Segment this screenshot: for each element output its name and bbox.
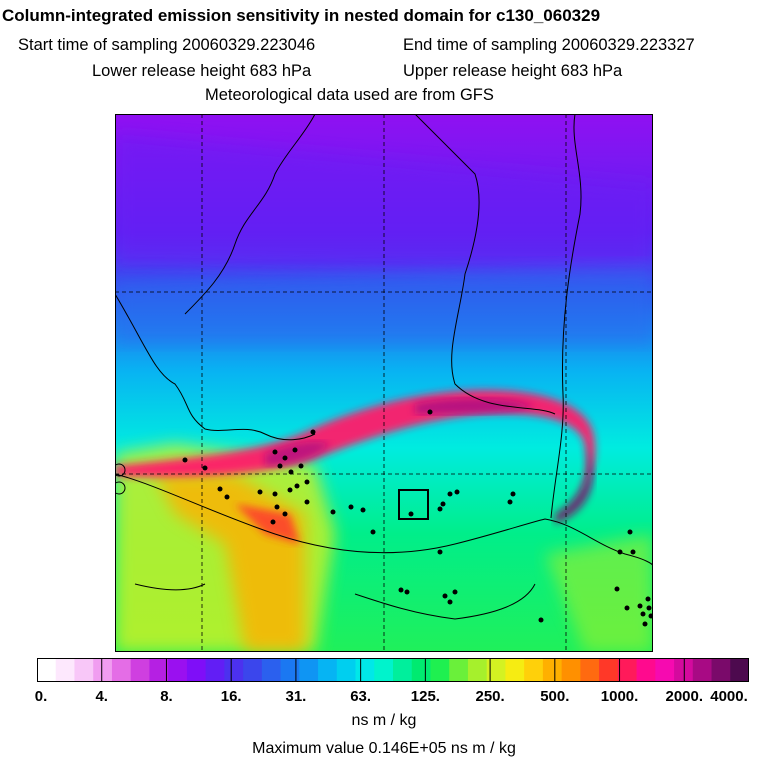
colorbar-label: 31. <box>285 688 307 705</box>
colorbar-label: 16. <box>220 688 242 705</box>
colorbar-swatch <box>93 658 113 682</box>
colorbar-label: 8. <box>160 688 173 705</box>
max-value-label: Maximum value 0.146E+05 ns m / kg <box>252 740 516 757</box>
plume-west-core <box>265 441 330 466</box>
colorbar-swatch <box>280 658 300 682</box>
colorbar-swatch <box>55 658 75 682</box>
colorbar-swatch <box>542 658 563 682</box>
colorbar-swatch <box>261 658 281 682</box>
upper-band <box>115 134 653 274</box>
colorbar-swatch <box>205 658 225 682</box>
colorbar-swatch <box>393 658 413 682</box>
colorbar-swatch <box>467 658 488 682</box>
edge-circle <box>115 463 126 477</box>
map-frame <box>115 114 653 652</box>
colorbar <box>37 658 749 682</box>
colorbar-swatch <box>168 658 188 682</box>
colorbar-label: 1000. <box>600 688 639 705</box>
colorbar-swatch <box>149 658 169 682</box>
colorbar-frame <box>37 658 749 682</box>
colorbar-label: 63. <box>350 688 372 705</box>
colorbar-swatch <box>111 658 132 682</box>
colorbar-swatch <box>655 658 675 682</box>
colorbar-swatch <box>449 658 469 682</box>
colorbar-label: 4. <box>95 688 108 705</box>
colorbar-swatch <box>674 658 694 682</box>
release-box-marker <box>398 489 429 520</box>
colorbar-swatch <box>580 658 600 682</box>
colorbar-label: 2000. <box>665 688 704 705</box>
plume-hook <box>555 444 593 524</box>
plume-core <box>415 398 535 414</box>
colorbar-swatch <box>336 658 356 682</box>
colorbar-swatch <box>355 658 375 682</box>
colorbar-swatch <box>561 658 581 682</box>
colorbar-swatch <box>243 658 263 682</box>
colorbar-swatch <box>224 658 244 682</box>
colorbar-swatch <box>186 658 207 682</box>
end-time-label: End time of sampling 20060329.223327 <box>403 36 695 54</box>
colorbar-label: 500. <box>540 688 570 705</box>
start-time-label: Start time of sampling 20060329.223046 <box>18 36 316 54</box>
emission-plume <box>115 389 596 524</box>
colorbar-swatch <box>692 658 712 682</box>
colorbar-swatch <box>411 658 431 682</box>
colorbar-swatch <box>711 658 731 682</box>
colorbar-swatch <box>730 658 749 682</box>
colorbar-swatch <box>299 658 319 682</box>
colorbar-swatch <box>74 658 94 682</box>
colorbar-swatch <box>486 658 506 682</box>
sensitivity-map <box>115 114 653 652</box>
colorbar-swatch <box>430 658 450 682</box>
colorbar-label: 0. <box>34 688 48 705</box>
plot-title: Column-integrated emission sensitivity i… <box>2 6 601 25</box>
colorbar-label: 250. <box>475 688 505 705</box>
station-points <box>182 409 653 627</box>
upper-release-label: Upper release height 683 hPa <box>403 62 623 80</box>
colorbar-swatch <box>374 658 394 682</box>
met-data-label: Meteorological data used are from GFS <box>205 86 494 104</box>
colorbar-swatch <box>318 658 338 682</box>
colorbar-swatch <box>130 658 150 682</box>
colorbar-swatch <box>599 658 619 682</box>
lower-release-label: Lower release height 683 hPa <box>92 62 312 80</box>
colorbar-label: 125. <box>410 688 440 705</box>
colorbar-label: 4000. <box>710 688 748 705</box>
colorbar-swatch <box>524 658 544 682</box>
east-green-region <box>545 534 653 652</box>
colorbar-swatch <box>505 658 525 682</box>
colorbar-swatch <box>37 658 57 682</box>
colorbar-swatch <box>617 658 637 682</box>
lat-lon-gridlines <box>115 114 653 652</box>
colorbar-swatch <box>636 658 656 682</box>
edge-circle <box>115 481 126 495</box>
units-label: ns m / kg <box>351 712 417 729</box>
